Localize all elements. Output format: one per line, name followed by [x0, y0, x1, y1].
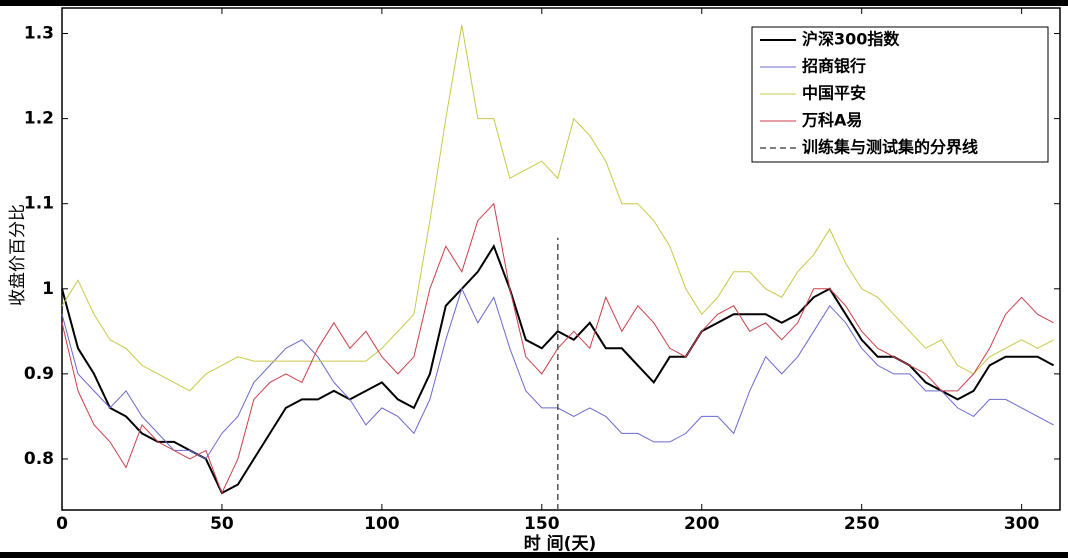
series-line	[61, 243, 1055, 495]
legend-label: 沪深300指数	[802, 30, 900, 49]
y-tick-label: 0.9	[24, 364, 54, 384]
x-tick-label: 0	[56, 514, 68, 534]
y-tick-label: 0.8	[24, 449, 54, 469]
y-tick-label: 1.1	[24, 194, 54, 214]
x-tick-label: 250	[844, 514, 880, 534]
x-tick-label: 300	[1004, 514, 1040, 534]
legend-label: 招商银行	[802, 57, 866, 76]
legend-label: 训练集与测试集的分界线	[802, 138, 978, 157]
legend-label: 万科A易	[801, 111, 862, 130]
y-tick-label: 1.3	[24, 24, 54, 44]
x-axis-label: 时 间(天)	[524, 533, 596, 554]
x-tick-label: 50	[210, 514, 234, 534]
legend-box	[751, 26, 1049, 163]
legend-label: 中国平安	[802, 84, 866, 103]
x-tick-label: 100	[364, 514, 400, 534]
y-tick-label: 1	[42, 279, 54, 299]
y-axis-label: 收盘价百分比	[8, 204, 28, 306]
x-tick-label: 200	[684, 514, 720, 534]
bottom-border	[0, 552, 1068, 558]
series-line	[61, 24, 1054, 392]
x-tick-label: 150	[524, 514, 560, 534]
top-border	[0, 0, 1068, 6]
y-tick-label: 1.2	[24, 109, 54, 129]
